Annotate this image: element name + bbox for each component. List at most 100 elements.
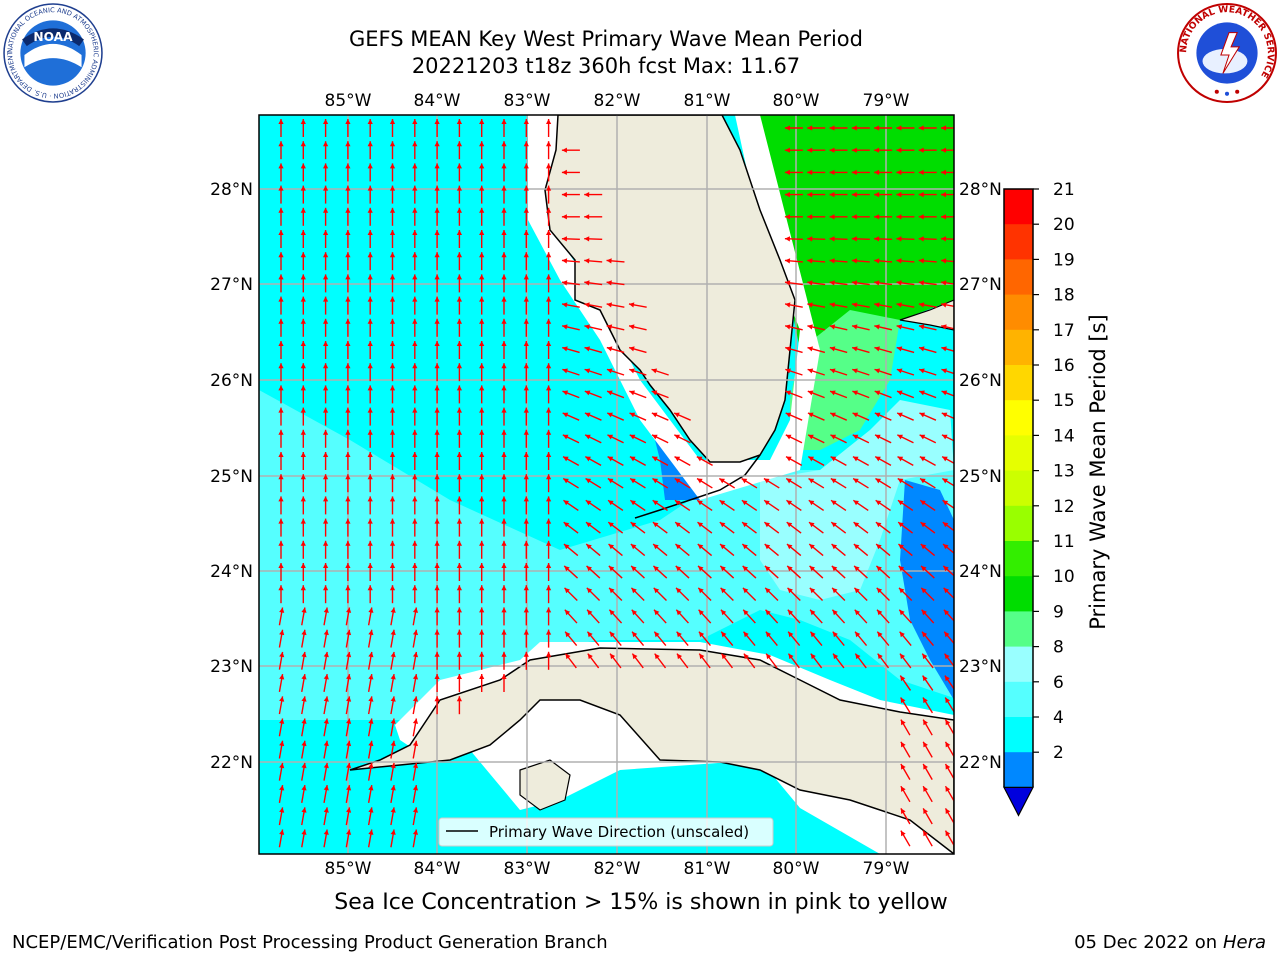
wave-arrow-head <box>501 385 507 391</box>
wave-arrow-head <box>697 500 703 506</box>
wave-arrow-head <box>763 478 770 484</box>
wave-arrow-head <box>896 125 902 131</box>
lon-label-top: 82°W <box>594 91 641 111</box>
wave-arrow-head <box>584 324 590 330</box>
wave-arrow-head <box>698 631 705 638</box>
wave-arrow-head <box>833 653 839 660</box>
wave-arrow-head <box>300 585 306 591</box>
wave-arrow-head <box>279 629 285 636</box>
wave-arrow-head <box>368 740 374 747</box>
wave-arrow-head <box>561 214 567 220</box>
wave-arrow-head <box>829 125 835 131</box>
wave-arrow-head <box>942 522 949 528</box>
wave-arrow-head <box>412 474 418 480</box>
wave-arrow-head <box>412 674 419 680</box>
wave-arrow-head <box>546 341 552 346</box>
wave-arrow-head <box>698 609 704 616</box>
wave-arrow-head <box>501 585 507 591</box>
wave-arrow-head <box>874 258 880 264</box>
wave-arrow-head <box>546 563 552 568</box>
wave-arrow-head <box>586 587 593 594</box>
wave-arrow-head <box>390 718 396 724</box>
wave-arrow-head <box>900 808 906 815</box>
wave-arrow-head <box>719 478 725 484</box>
wave-arrow-head <box>742 587 749 594</box>
footer-host: Hera <box>1222 932 1266 953</box>
wave-arrow-head <box>300 452 306 457</box>
wave-arrow-head <box>323 274 329 280</box>
wave-arrow-head <box>323 629 329 636</box>
wave-arrow-head <box>942 500 949 506</box>
wave-arrow-head <box>922 653 928 660</box>
wave-arrow-head <box>829 169 835 175</box>
wave-arrow-head <box>278 563 284 568</box>
wave-arrow-head <box>389 429 396 435</box>
wave-arrow-head <box>875 456 881 462</box>
wave-arrow-head <box>629 390 635 396</box>
wave-arrow-head <box>278 496 284 502</box>
wave-arrow-head <box>389 585 396 591</box>
wave-arrow-head <box>546 585 552 591</box>
wave-arrow-head <box>434 141 440 147</box>
wave-arrow-head <box>456 518 462 524</box>
wave-arrow-head <box>829 346 836 352</box>
wave-arrow-head <box>851 192 857 198</box>
wave-arrow-head <box>853 478 859 484</box>
wave-arrow-head <box>412 207 418 213</box>
wave-arrow-head <box>897 434 903 440</box>
wave-arrow-head <box>585 456 591 462</box>
wave-arrow-head <box>675 544 681 550</box>
wave-arrow-head <box>876 544 882 550</box>
wave-arrow-head <box>546 474 552 480</box>
wave-arrow-head <box>608 522 614 528</box>
wave-arrow-head <box>412 363 418 369</box>
wave-arrow-head <box>875 522 882 528</box>
colorbar-frame <box>1003 188 1034 788</box>
wave-arrow-head <box>479 429 485 435</box>
noaa-logo-text: NOAA <box>33 30 73 44</box>
colorbar-tick-label: 8 <box>1053 638 1064 658</box>
wave-arrow-head <box>921 631 928 638</box>
wave-arrow-head <box>941 346 947 352</box>
wave-arrow-head <box>831 544 838 550</box>
wave-arrow-head <box>278 230 284 235</box>
wave-arrow-head <box>851 125 857 131</box>
wave-arrow-head <box>523 629 529 635</box>
wave-arrow-head <box>720 609 727 616</box>
wave-arrow-head <box>923 830 928 837</box>
wave-arrow-head <box>456 429 462 435</box>
wave-arrow-head <box>523 496 529 502</box>
wave-arrow-head <box>367 163 373 169</box>
wave-arrow-head <box>719 500 726 506</box>
colorbar-tick-label: 11 <box>1053 532 1075 552</box>
lon-label-bottom: 82°W <box>594 859 641 879</box>
wave-arrow-head <box>607 412 613 418</box>
wave-arrow-head <box>900 675 906 682</box>
wave-arrow-head <box>561 169 567 175</box>
wave-arrow-head <box>367 540 373 546</box>
colorbar-tick-label: 20 <box>1053 215 1075 235</box>
wave-arrow-head <box>389 540 396 546</box>
wave-arrow-head <box>923 808 928 815</box>
wave-arrow-head <box>434 540 440 546</box>
wave-arrow-head <box>874 169 880 175</box>
wave-arrow-head <box>389 474 396 480</box>
wave-arrow-head <box>675 565 682 572</box>
wave-arrow-head <box>853 522 860 528</box>
wave-arrow-head <box>323 363 329 369</box>
wave-arrow-head <box>546 540 552 546</box>
wave-arrow-head <box>345 540 351 546</box>
colorbar-tick-label: 13 <box>1053 462 1075 482</box>
wave-arrow-head <box>346 651 352 658</box>
wave-arrow-head <box>523 274 529 280</box>
wave-arrow-head <box>921 609 927 616</box>
wave-arrow-head <box>479 141 485 147</box>
wave-arrow-head <box>434 651 440 657</box>
wave-arrow-head <box>918 125 924 131</box>
wave-arrow-head <box>565 631 571 638</box>
wave-arrow-head <box>501 407 507 413</box>
wave-arrow-head <box>674 434 680 440</box>
wave-arrow-head <box>876 565 882 572</box>
wave-arrow-head <box>412 829 419 835</box>
